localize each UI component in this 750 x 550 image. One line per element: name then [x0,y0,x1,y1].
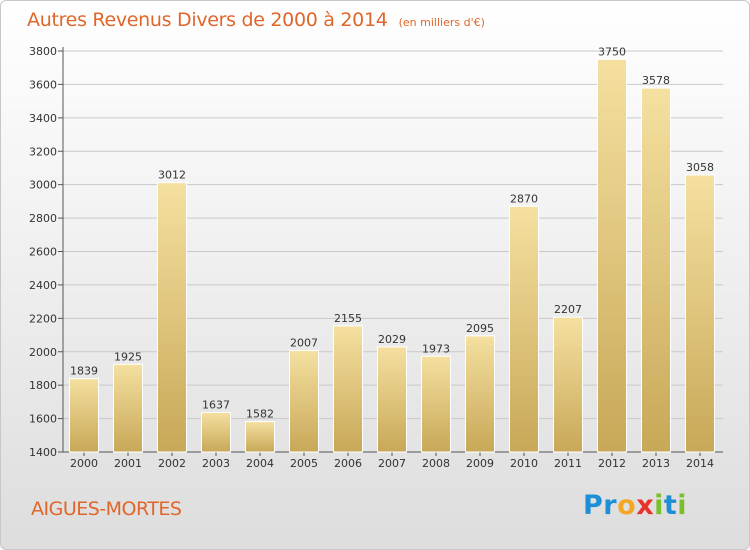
data-label: 3750 [598,45,626,58]
data-label: 1582 [246,408,274,421]
data-label: 2095 [466,322,494,335]
x-tick-label: 2014 [686,457,714,470]
data-label: 2870 [510,192,538,205]
data-label: 2207 [554,303,582,316]
data-label: 1839 [70,365,98,378]
data-label: 2155 [334,312,362,325]
data-label: 3058 [686,161,714,174]
chart-title: Autres Revenus Divers de 2000 à 2014 [27,9,388,31]
bar [201,411,231,453]
data-label: 2029 [378,333,406,346]
logo-letter: r [603,490,618,521]
x-tick-label: 2005 [290,457,318,470]
x-tick-label: 2004 [246,457,274,470]
x-tick-label: 2007 [378,457,406,470]
bar [553,316,583,453]
data-label: 2007 [290,337,318,350]
logo-letter: P [583,490,604,521]
bar [289,350,319,453]
y-tick-label: 2600 [29,246,57,259]
bar [685,174,715,453]
bar [69,378,99,453]
bar [377,346,407,453]
bar [641,87,671,453]
y-tick-label: 1800 [29,379,57,392]
logo-letter: x [636,490,655,521]
x-tick-label: 2008 [422,457,450,470]
y-tick-label: 3000 [29,179,57,192]
y-tick-label: 2000 [29,346,57,359]
bar [465,335,495,453]
data-label: 3578 [642,74,670,87]
x-tick-label: 2006 [334,457,362,470]
y-tick-label: 2800 [29,212,57,225]
bar [509,205,539,453]
bar [157,182,187,453]
y-tick-label: 1600 [29,413,57,426]
logo-letter: i [677,490,688,521]
data-label: 1973 [422,342,450,355]
y-tick-label: 3800 [29,45,57,58]
logo-letter: o [617,490,637,521]
x-tick-label: 2013 [642,457,670,470]
x-tick-label: 2012 [598,457,626,470]
y-tick-label: 3400 [29,112,57,125]
y-tick-label: 2400 [29,279,57,292]
data-label: 1637 [202,398,230,411]
x-tick-label: 2003 [202,457,230,470]
y-tick-label: 3200 [29,145,57,158]
bar [597,58,627,453]
data-label: 1925 [114,350,142,363]
x-tick-label: 2000 [70,457,98,470]
y-tick-label: 3600 [29,78,57,91]
y-tick-label: 1400 [29,446,57,459]
y-tick-label: 2200 [29,312,57,325]
bar [245,421,275,453]
chart-unit: (en milliers d'€) [398,16,485,29]
logo-letter: i [654,490,664,521]
proxiti-logo[interactable]: Proxiti [583,490,687,521]
x-tick-label: 2009 [466,457,494,470]
data-label: 3012 [158,169,186,182]
x-tick-label: 2002 [158,457,186,470]
place-name: AIGUES-MORTES [31,498,182,520]
bar [113,363,143,453]
bar [421,355,451,453]
x-tick-label: 2011 [554,457,582,470]
x-tick-label: 2010 [510,457,538,470]
logo-letter: t [663,490,678,521]
x-tick-label: 2001 [114,457,142,470]
chart-title-row: Autres Revenus Divers de 2000 à 2014 (en… [27,9,485,31]
bar [333,325,363,453]
